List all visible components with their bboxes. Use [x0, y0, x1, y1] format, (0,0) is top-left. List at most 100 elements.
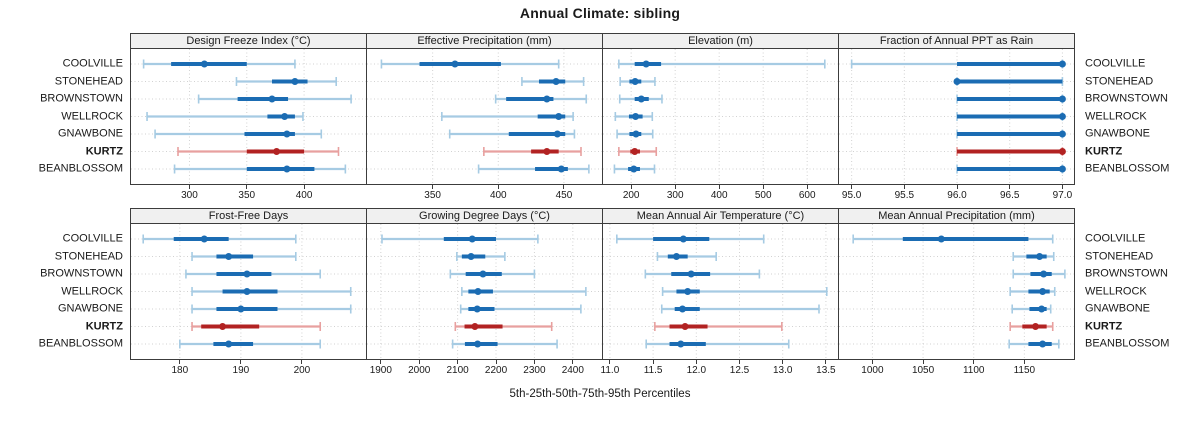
series-wellrock [146, 112, 304, 121]
series-wellrock [191, 287, 352, 296]
median-dot [281, 113, 289, 120]
series-gnawbone [154, 129, 323, 139]
series-wellrock [441, 112, 574, 121]
panel-plot-area [130, 49, 367, 185]
axis-tick-label: 96.5 [999, 190, 1020, 201]
axis-tick-label: 400 [710, 190, 728, 201]
panel-axis: 1000 1050 1100 1150 [838, 360, 1075, 380]
axis-tick [762, 185, 764, 189]
median-dot [219, 323, 227, 330]
series-beanblossom [179, 339, 322, 349]
axis-tick-label: 2100 [446, 365, 469, 376]
panel-header: Mean Annual Precipitation (mm) [838, 208, 1075, 224]
median-dot [684, 288, 692, 295]
axis-tick-label: 95.5 [894, 190, 915, 201]
series-brownstown [197, 94, 352, 104]
median-dot [268, 95, 276, 103]
panel-axis: 200 300 400 500 600 [602, 185, 839, 205]
axis-tick [246, 185, 248, 189]
axis-tick [739, 360, 740, 364]
series-wellrock [461, 287, 587, 296]
panel-plot-area [838, 49, 1075, 185]
axis-tick-label: 2400 [561, 365, 584, 376]
median-dot [225, 253, 233, 260]
panel-group: Design Freeze Index (°C) 300 350 400 Effecti… [130, 33, 1078, 205]
axis-tick [609, 360, 611, 364]
series-stonehead [953, 77, 1064, 86]
median-dot [637, 95, 645, 103]
row-labels-right: COOLVILLE STONEHEAD BROWNSTOWN WELLROCK GNAW… [1078, 33, 1200, 205]
series-gnawbone [956, 129, 1066, 139]
series-stonehead [619, 77, 656, 86]
panel-axis: 95.0 95.5 96.0 96.5 97.0 [838, 185, 1075, 205]
row-label-left-stonehead: STONEHEAD [54, 75, 123, 87]
panel-design-freeze-index-c: Design Freeze Index (°C) 300 350 400 [130, 33, 367, 205]
axis-tick [418, 360, 420, 364]
axis-tick-label: 600 [798, 190, 816, 201]
series-beanblossom [645, 339, 790, 349]
row-label-right-brownstown: BROWNSTOWN [1085, 267, 1168, 280]
row-label-right-stonehead: STONEHEAD [1085, 75, 1154, 87]
panel-effective-precipitation-mm: Effective Precipitation (mm) 350 400 450 [366, 33, 603, 205]
axis-tick-label: 400 [295, 190, 313, 201]
median-dot [1058, 148, 1066, 155]
median-dot [557, 165, 565, 173]
row-label-left-wellrock: WELLROCK [61, 110, 123, 122]
panel-header: Growing Degree Days (°C) [366, 208, 603, 224]
series-coolville [381, 234, 539, 244]
series-brownstown [618, 94, 663, 104]
series-brownstown [956, 94, 1066, 104]
median-dot [1040, 270, 1048, 278]
median-dot [553, 130, 561, 138]
panel-frost-free-days: Frost-Free Days 180 190 200 [130, 208, 367, 380]
median-dot [937, 235, 945, 243]
axis-tick-label: 13.0 [772, 365, 793, 376]
panel-fraction-of-annual-ppt-as-rain: Fraction of Annual PPT as Rain 95.0 95.5 96… [838, 33, 1075, 205]
panel-mean-annual-air-temperature-c: Mean Annual Air Temperature (°C) 11.0 11.5… [601, 208, 839, 380]
median-dot [1039, 340, 1047, 348]
series-beanblossom [1008, 339, 1060, 349]
series-brownstown [494, 94, 588, 104]
axis-tick [572, 360, 574, 364]
panel-plot-area [602, 49, 839, 185]
series-kurtz [483, 147, 582, 156]
series-kurtz [956, 147, 1066, 156]
median-dot [474, 340, 482, 348]
panel-axis: 11.0 11.5 12.0 12.5 13.0 13.5 [601, 360, 839, 380]
panel-plot [131, 224, 366, 359]
median-dot [200, 60, 208, 68]
panel-plot [839, 49, 1074, 184]
axis-tick-label: 200 [622, 190, 640, 201]
axis-tick [871, 360, 873, 364]
axis-tick [674, 185, 676, 189]
median-dot [1039, 288, 1047, 295]
median-dot [1058, 113, 1066, 120]
panel-group: Frost-Free Days 180 190 200 Growing Degree D… [130, 208, 1078, 380]
median-dot [687, 270, 695, 278]
median-dot [679, 235, 687, 243]
series-coolville [380, 59, 560, 69]
axis-tick-label: 95.0 [841, 190, 862, 201]
row-label-right-gnawbone: GNAWBONE [1085, 302, 1150, 315]
series-coolville [616, 234, 765, 244]
row-label-right-gnawbone: GNAWBONE [1085, 127, 1150, 140]
median-dot [468, 235, 476, 243]
series-kurtz [454, 322, 553, 331]
series-wellrock [1009, 287, 1056, 296]
median-dot [642, 60, 650, 68]
row-label-right-beanblossom: BEANBLOSSOM [1085, 337, 1170, 350]
series-wellrock [956, 112, 1066, 121]
series-stonehead [456, 252, 506, 261]
row-label-right-wellrock: WELLROCK [1085, 285, 1147, 297]
row-label-right-stonehead: STONEHEAD [1085, 250, 1154, 262]
row-label-left-beanblossom: BEANBLOSSOM [38, 162, 123, 175]
axis-tick-label: 2000 [408, 365, 431, 376]
series-gnawbone [448, 129, 576, 139]
series-brownstown [449, 269, 536, 279]
series-coolville [142, 234, 297, 244]
axis-tick [825, 360, 827, 364]
series-stonehead [191, 252, 297, 261]
median-dot [1036, 253, 1044, 260]
axis-tick [497, 185, 499, 189]
